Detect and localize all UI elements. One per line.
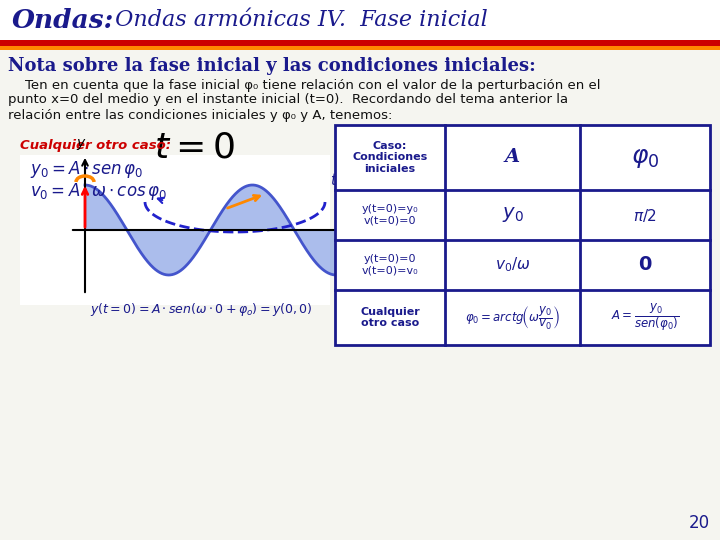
Text: x: x	[360, 223, 368, 237]
Text: Cualquier
otro caso: Cualquier otro caso	[360, 307, 420, 328]
Bar	[0, 40, 720, 46]
Text: Caso:
Condiciones
iniciales: Caso: Condiciones iniciales	[352, 141, 428, 174]
Text: Ten en cuenta que la fase inicial φ₀ tiene relación con el valor de la perturbac: Ten en cuenta que la fase inicial φ₀ tie…	[8, 78, 600, 91]
Text: $\varphi_0 = arctg\!\left(\omega\dfrac{y_0}{v_0}\right)$: $\varphi_0 = arctg\!\left(\omega\dfrac{y…	[465, 304, 560, 331]
Text: $y_0 = A \cdot sen\,\varphi_0$: $y_0 = A \cdot sen\,\varphi_0$	[30, 159, 143, 180]
Text: Ondas:: Ondas:	[12, 8, 114, 32]
Text: Nota sobre la fase inicial y las condiciones iniciales:: Nota sobre la fase inicial y las condici…	[8, 57, 536, 75]
Bar	[335, 125, 710, 345]
Text: y(t=0)=0
v(t=0)=v₀: y(t=0)=0 v(t=0)=v₀	[361, 254, 418, 276]
Text: $\varphi_0$: $\varphi_0$	[631, 145, 660, 170]
Bar	[335, 125, 710, 345]
Bar	[0, 0, 720, 40]
Text: $v_0 = A \cdot \omega \cdot cos\,\varphi_0$: $v_0 = A \cdot \omega \cdot cos\,\varphi…	[30, 181, 167, 202]
Text: $y_0$: $y_0$	[502, 206, 523, 225]
Text: $A = \dfrac{y_0}{sen(\varphi_0)}$: $A = \dfrac{y_0}{sen(\varphi_0)}$	[611, 302, 679, 333]
Text: $v_0/\omega$: $v_0/\omega$	[495, 255, 530, 274]
Text: $\mathbf{0}$: $\mathbf{0}$	[638, 255, 652, 274]
Text: $y(t=0) = A \cdot sen(\omega \cdot 0 + \varphi_o) = y(0,0)$: $y(t=0) = A \cdot sen(\omega \cdot 0 + \…	[90, 301, 312, 319]
Text: Cualquier otro caso:: Cualquier otro caso:	[20, 138, 171, 152]
Text: $t = 0$: $t = 0$	[154, 131, 235, 165]
Text: $\pi/2$: $\pi/2$	[633, 206, 657, 224]
Text: 20: 20	[689, 514, 710, 532]
Bar	[20, 155, 330, 305]
Text: A: A	[505, 148, 520, 166]
Text: y: y	[76, 136, 84, 150]
Text: relación entre las condiciones iniciales y φ₀ y A, tenemos:: relación entre las condiciones iniciales…	[8, 109, 392, 122]
Text: y(t=0)=y₀
v(t=0)=0: y(t=0)=y₀ v(t=0)=0	[361, 204, 418, 226]
Text: $tg\,\varphi_0 = \dfrac{sen\,\varphi_0}{cos\,\varphi_0} = \omega \cdot \dfrac{y_: $tg\,\varphi_0 = \dfrac{sen\,\varphi_0}{…	[330, 166, 487, 198]
Bar	[0, 46, 720, 50]
Text: $\varphi_0 = arctg\!\left(\omega \cdot \dfrac{y_0}{v_0}\right)$: $\varphi_0 = arctg\!\left(\omega \cdot \…	[540, 166, 667, 198]
Text: punto x=0 del medio y en el instante inicial (t=0).  Recordando del tema anterio: punto x=0 del medio y en el instante ini…	[8, 93, 568, 106]
Text: Ondas armónicas IV.  Fase inicial: Ondas armónicas IV. Fase inicial	[108, 9, 487, 31]
Polygon shape	[85, 185, 355, 275]
